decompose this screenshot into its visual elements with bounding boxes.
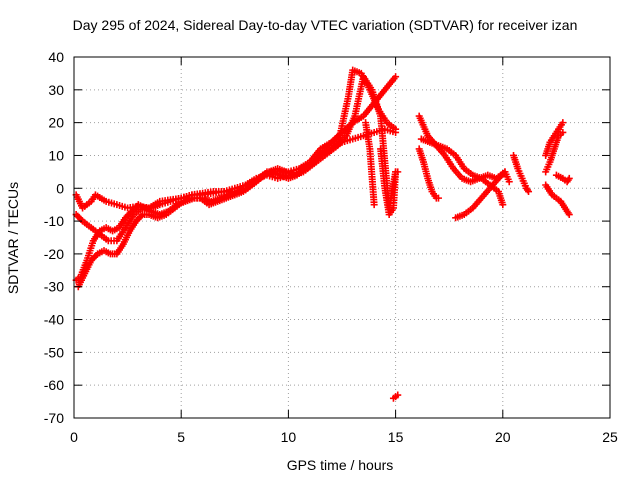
data-point-marker: [565, 211, 573, 219]
x-tick-label: 25: [602, 429, 618, 445]
series-track-13: [542, 128, 567, 176]
series-track-12: [542, 119, 567, 159]
data-point-marker: [505, 178, 513, 186]
series-track-4: [74, 73, 400, 291]
y-tick-label: 30: [48, 82, 64, 98]
data-point-marker: [394, 391, 402, 399]
y-tick-label: 10: [48, 147, 64, 163]
data-point-marker: [501, 168, 509, 176]
data-series: [72, 66, 573, 402]
y-tick-label: -70: [44, 410, 64, 426]
data-point-marker: [559, 119, 567, 127]
data-point-marker: [525, 188, 533, 196]
series-track-3: [72, 66, 400, 284]
data-point-marker: [394, 168, 402, 176]
series-outlier: [389, 391, 402, 402]
y-tick-label: 20: [48, 115, 64, 131]
series-track-9: [415, 145, 442, 202]
data-point-marker: [434, 194, 442, 202]
x-tick-label: 20: [495, 429, 511, 445]
y-tick-label: -60: [44, 377, 64, 393]
series-track-16: [557, 197, 573, 219]
data-point-marker: [392, 125, 400, 133]
data-point-marker: [559, 128, 567, 136]
data-point-marker: [565, 174, 573, 182]
series-track-5: [362, 119, 378, 209]
y-tick-label: -10: [44, 213, 64, 229]
y-tick-label: -40: [44, 312, 64, 328]
x-tick-label: 0: [70, 429, 78, 445]
y-tick-label: 40: [48, 49, 64, 65]
x-tick-label: 10: [281, 429, 297, 445]
axis-ticks: 0 5 10 15 20 25 -70 -60 -50 -40 -30 -20 -10 0 10 20 30 40: [44, 49, 618, 445]
data-point-marker: [370, 201, 378, 209]
data-point-marker: [392, 73, 400, 81]
series-track-14: [542, 181, 565, 205]
series-track-11: [510, 151, 533, 196]
y-tick-label: -20: [44, 246, 64, 262]
series-track-15: [552, 171, 573, 186]
x-tick-label: 15: [388, 429, 404, 445]
y-tick-label: -30: [44, 279, 64, 295]
chart-title: Day 295 of 2024, Sidereal Day-to-day VTE…: [73, 17, 578, 33]
series-track-6: [377, 145, 402, 219]
series-track-8: [417, 135, 507, 209]
data-point-marker: [499, 201, 507, 209]
series-track-10: [452, 168, 509, 222]
grid-lines: [74, 57, 610, 418]
y-tick-label: 0: [56, 180, 64, 196]
y-tick-label: -50: [44, 344, 64, 360]
plot-frame: [73, 56, 611, 419]
x-tick-label: 5: [177, 429, 185, 445]
series-track-7: [415, 112, 513, 186]
y-axis-label: SDTVAR / TECUs: [5, 182, 21, 294]
x-axis-label: GPS time / hours: [287, 457, 394, 473]
